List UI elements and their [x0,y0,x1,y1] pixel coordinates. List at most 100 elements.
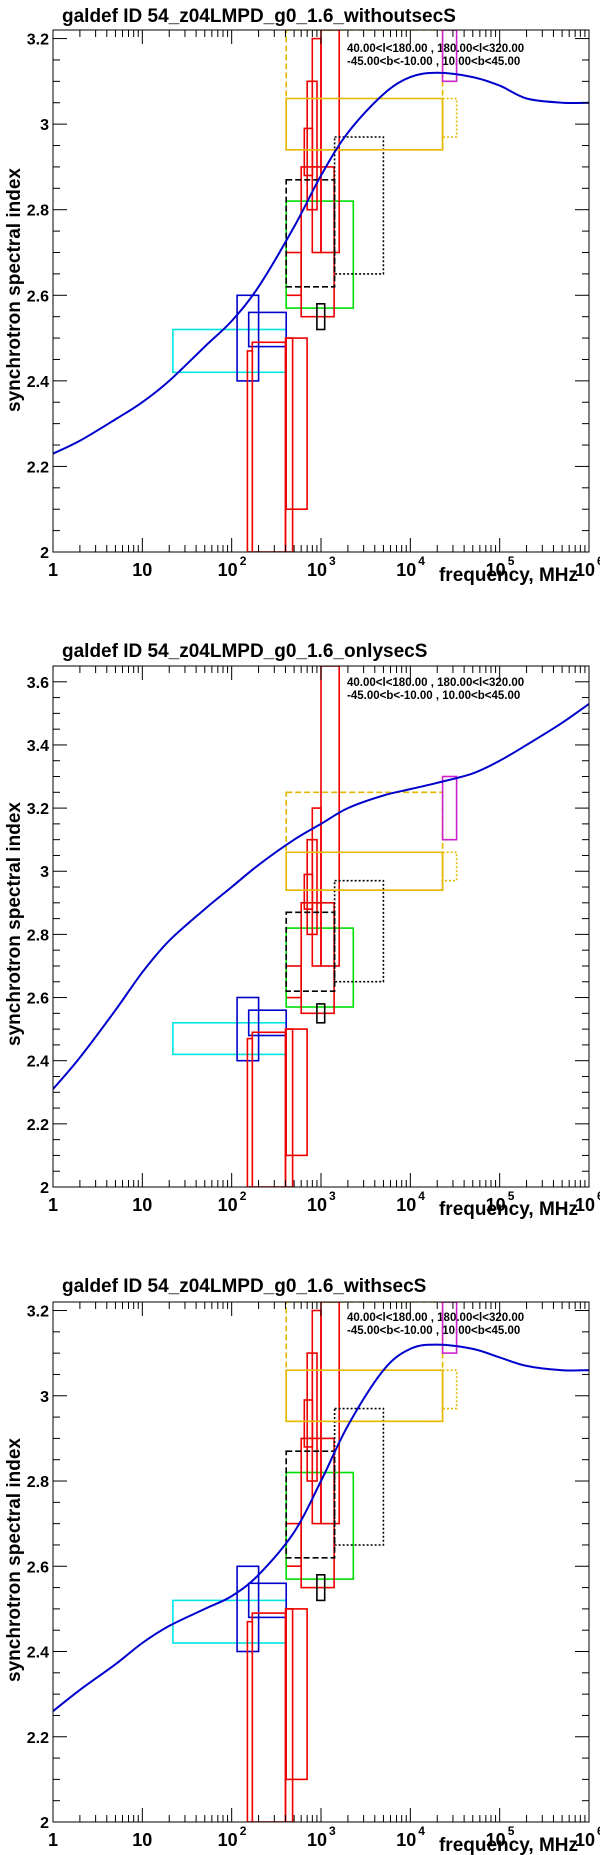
x-tick-label: 10 [307,1195,327,1215]
y-tick-label: 3 [40,117,49,134]
chart-title: galdef ID 54_z04LMPD_g0_1.6_withsecS [62,1276,426,1297]
x-tick-exponent: 6 [597,1824,600,1838]
x-tick-label: 10 [396,560,416,580]
measurement-box [285,1450,336,1559]
x-tick-label: 10 [132,560,152,580]
x-tick-label: 10 [396,1830,416,1850]
measurement-box [285,1608,308,1781]
x-tick-label: 10 [575,560,595,580]
measurement-box [285,337,308,511]
y-tick-label: 2 [40,1180,49,1197]
x-tick-label: 10 [486,1195,506,1215]
measurement-box [333,1407,385,1546]
y-tick-label: 2.8 [27,203,49,220]
chart-panel-onlysecS: galdef ID 54_z04LMPD_g0_1.6_onlysecS syn… [4,641,600,1220]
measurement-box [247,1582,287,1619]
region-note-line1: 40.00<l<180.00 , 180.00<l<320.00 [347,677,524,689]
y-tick-label: 3 [40,864,49,881]
region-note-line1: 40.00<l<180.00 , 180.00<l<320.00 [347,43,524,55]
measurement-box [333,136,385,275]
measurement-box [320,666,341,967]
measurement-box [316,302,326,331]
measurement-box [285,1302,444,1423]
x-tick-exponent: 4 [418,554,425,568]
measurement-box [316,1003,326,1024]
x-tick-label: 1 [48,1830,58,1850]
measurement-box [247,311,287,348]
x-tick-exponent: 5 [508,1824,515,1838]
model-spectral-index-curve [53,703,589,1090]
x-tick-label: 1 [48,1195,58,1215]
y-axis-label: synchrotron spectral index [4,802,25,1046]
model-spectral-index-curve [53,1343,589,1712]
x-tick-label: 10 [307,1830,327,1850]
x-axis-label: frequency, MHz [439,1835,578,1855]
x-tick-exponent: 6 [597,1189,600,1203]
measurement-box [441,775,458,841]
x-tick-label: 10 [486,560,506,580]
y-tick-label: 2.8 [27,927,49,944]
y-tick-label: 2.2 [27,1730,49,1747]
y-tick-label: 3 [40,1389,49,1406]
measurement-box [320,30,341,254]
x-tick-exponent: 3 [329,1189,336,1203]
measurement-box [285,791,444,891]
x-tick-exponent: 5 [508,554,515,568]
x-tick-exponent: 3 [329,1824,336,1838]
region-note-line1: 40.00<l<180.00 , 180.00<l<320.00 [347,1312,524,1324]
measurement-box [247,1009,287,1037]
measurement-box [441,851,458,882]
x-tick-label: 10 [218,560,238,580]
x-tick-label: 10 [218,1195,238,1215]
chart-title: galdef ID 54_z04LMPD_g0_1.6_onlysecS [62,641,427,662]
y-tick-label: 3.6 [27,675,49,692]
x-tick-label: 10 [218,1830,238,1850]
measurement-box [285,30,444,151]
plot-area [53,1302,589,1822]
y-tick-label: 2.2 [27,1117,49,1134]
y-axis-label: synchrotron spectral index [4,168,25,412]
measurement-box [333,879,385,983]
chart-panel-withsecS: galdef ID 54_z04LMPD_g0_1.6_withsecS syn… [4,1276,600,1855]
x-tick-exponent: 3 [329,554,336,568]
y-tick-label: 2 [40,545,49,562]
measurement-box [441,30,458,83]
x-tick-label: 1 [48,560,58,580]
region-note-line2: -45.00<b<-10.00 , 10.00<b<45.00 [347,56,520,68]
measurement-box [316,1574,326,1602]
x-tick-label: 10 [575,1195,595,1215]
model-spectral-index-curve [53,71,589,455]
y-tick-label: 2.4 [27,374,49,391]
measurement-box [285,179,336,288]
x-tick-exponent: 5 [508,1189,515,1203]
plot-area [53,666,589,1187]
x-tick-label: 10 [132,1830,152,1850]
x-tick-exponent: 6 [597,554,600,568]
measurement-box [441,1302,458,1354]
y-tick-label: 3.2 [27,32,49,49]
y-tick-label: 3.4 [27,738,49,755]
x-tick-exponent: 2 [240,554,247,568]
y-tick-label: 2.4 [27,1645,49,1662]
measurement-box [320,1302,341,1525]
chart-title: galdef ID 54_z04LMPD_g0_1.6_withoutsecS [62,6,456,27]
chart-panel-withoutsecS: galdef ID 54_z04LMPD_g0_1.6_withoutsecS … [4,6,600,586]
x-axis-label: frequency, MHz [439,1199,578,1220]
y-tick-label: 3.2 [27,1304,49,1321]
x-tick-label: 10 [307,560,327,580]
region-note-line2: -45.00<b<-10.00 , 10.00<b<45.00 [347,690,520,702]
x-tick-label: 10 [486,1830,506,1850]
y-tick-label: 2.6 [27,288,49,305]
y-tick-label: 3.2 [27,801,49,818]
x-tick-label: 10 [396,1195,416,1215]
x-tick-label: 10 [132,1195,152,1215]
y-tick-label: 2 [40,1815,49,1832]
y-axis-label: synchrotron spectral index [4,1438,25,1682]
y-tick-label: 2.4 [27,1054,49,1071]
x-tick-exponent: 4 [418,1189,425,1203]
y-tick-label: 2.2 [27,459,49,476]
y-tick-label: 2.6 [27,1559,49,1576]
region-note-line2: -45.00<b<-10.00 , 10.00<b<45.00 [347,1325,520,1337]
measurement-box [285,1028,308,1157]
